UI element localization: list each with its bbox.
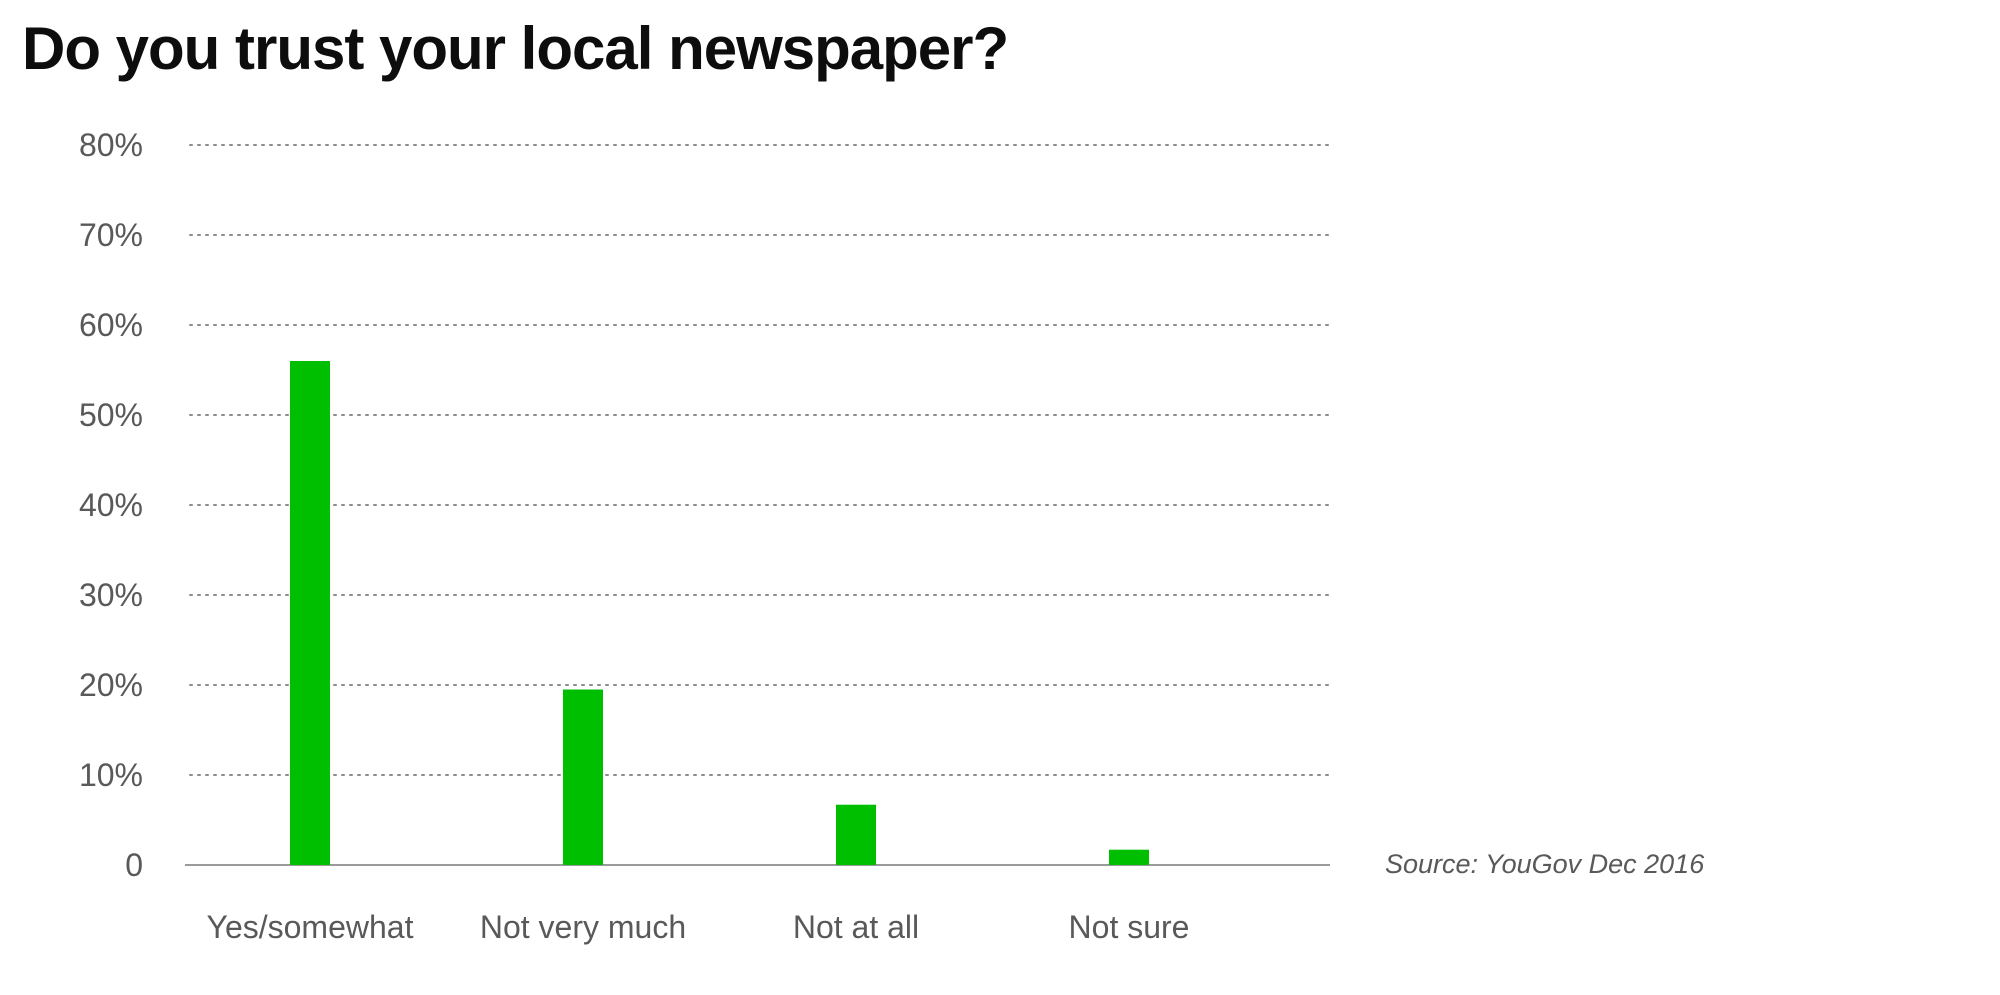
bar-yes-somewhat (290, 361, 330, 865)
category-label: Yes/somewhat (207, 909, 414, 945)
y-tick-label: 50% (79, 397, 143, 433)
category-label: Not very much (480, 909, 686, 945)
y-tick-label: 70% (79, 217, 143, 253)
bar-not-at-all (836, 804, 876, 865)
y-tick-label: 0 (125, 847, 143, 883)
source-note: Source: YouGov Dec 2016 (1385, 849, 1705, 879)
y-tick-label: 40% (79, 487, 143, 523)
y-axis-tick-labels: 0 10% 20% 30% 40% 50% 60% 70% 80% (79, 127, 143, 883)
y-tick-label: 80% (79, 127, 143, 163)
category-label: Not sure (1069, 909, 1190, 945)
category-label: Not at all (793, 909, 919, 945)
x-axis-category-labels: Yes/somewhat Not very much Not at all Not s… (207, 909, 1190, 945)
grid-lines (189, 144, 1331, 776)
bar-not-sure (1109, 849, 1149, 865)
chart-title: Do you trust your local newspaper? (22, 15, 1009, 82)
y-tick-label: 20% (79, 667, 143, 703)
bar-not-very-much (563, 689, 603, 865)
y-tick-label: 30% (79, 577, 143, 613)
bars (290, 361, 1149, 865)
y-tick-label: 60% (79, 307, 143, 343)
y-tick-label: 10% (79, 757, 143, 793)
